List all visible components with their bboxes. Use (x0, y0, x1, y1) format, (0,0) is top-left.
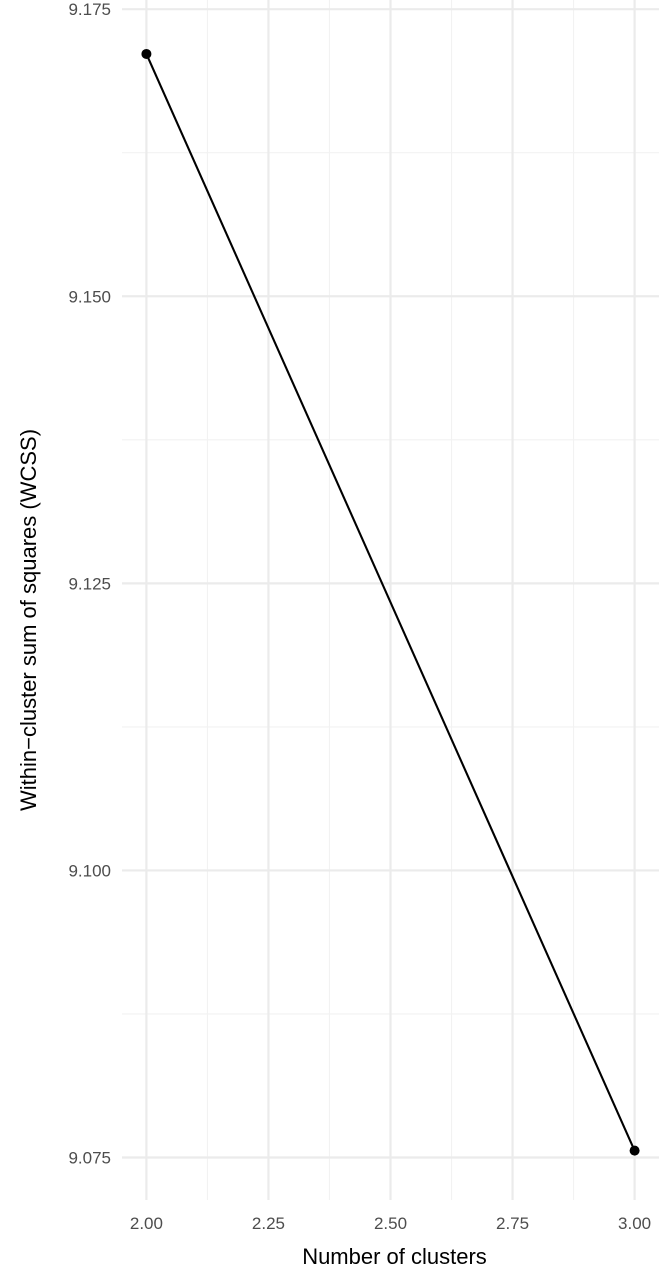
x-tick-label: 2.50 (374, 1214, 407, 1233)
data-point (629, 1145, 640, 1156)
x-tick-label: 2.25 (252, 1214, 285, 1233)
minor-grid (122, 0, 659, 1200)
x-tick-label: 3.00 (618, 1214, 651, 1233)
series-line (145, 53, 636, 1152)
x-axis-title: Number of clusters (302, 1244, 487, 1269)
y-tick-label: 9.175 (68, 0, 111, 19)
y-tick-label: 9.100 (68, 861, 111, 880)
y-axis-title: Within−cluster sum of squares (WCSS) (16, 429, 41, 811)
x-axis-tick-labels: 2.00 2.25 2.50 2.75 3.00 (130, 1214, 651, 1233)
data-point (141, 48, 152, 59)
series-layer (141, 48, 640, 1156)
y-axis-tick-labels: 9.075 9.100 9.125 9.150 9.175 (68, 0, 111, 1167)
x-tick-label: 2.00 (130, 1214, 163, 1233)
x-tick-label: 2.75 (496, 1214, 529, 1233)
y-tick-label: 9.125 (68, 574, 111, 593)
y-tick-label: 9.150 (68, 287, 111, 306)
y-tick-label: 9.075 (68, 1149, 111, 1168)
